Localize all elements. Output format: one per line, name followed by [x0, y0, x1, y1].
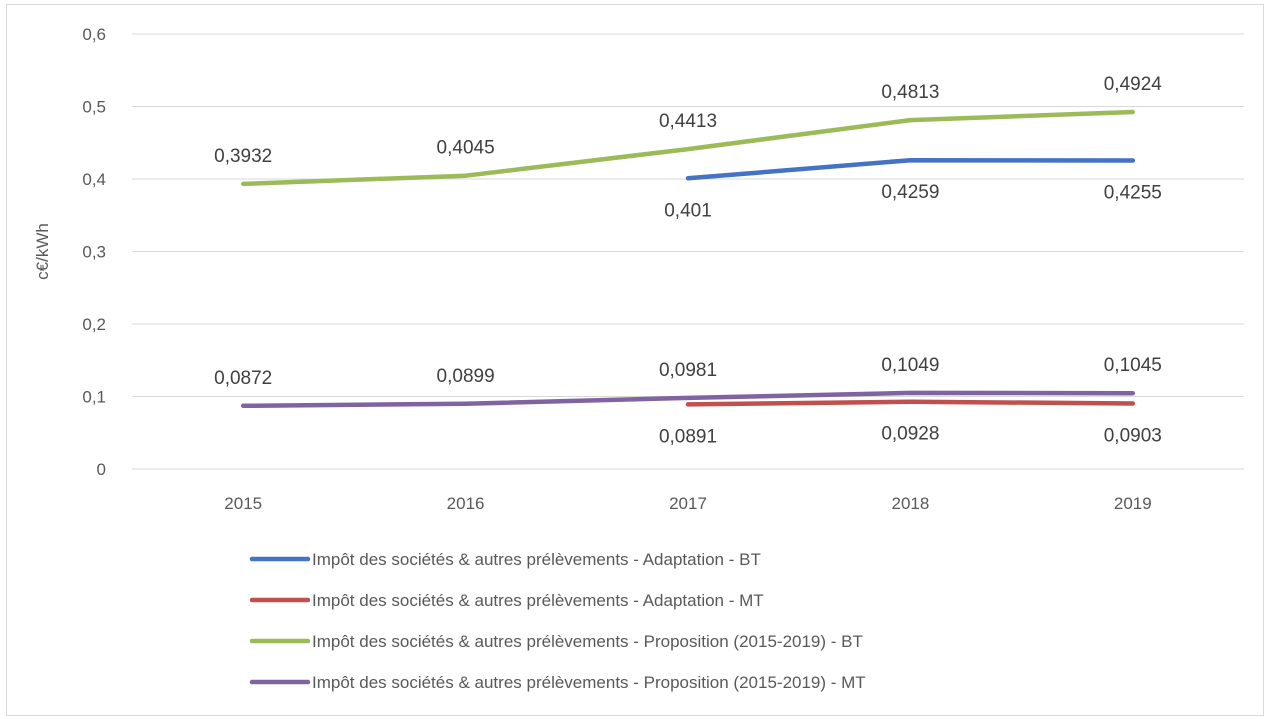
x-tick-label: 2017 [669, 494, 707, 513]
x-tick-label: 2015 [224, 494, 262, 513]
y-tick-label: 0,6 [82, 25, 106, 44]
data-label: 0,1049 [881, 355, 939, 376]
data-label: 0,1045 [1104, 355, 1162, 376]
y-tick-label: 0,4 [82, 170, 106, 189]
y-axis-ticks: 0 0,1 0,2 0,3 0,4 0,5 0,6 [82, 25, 106, 479]
data-label: 0,0872 [214, 368, 272, 389]
y-tick-label: 0,3 [82, 243, 106, 262]
series-line-1 [685, 399, 1136, 407]
series-line-0 [685, 157, 1136, 181]
data-label: 0,401 [664, 200, 712, 221]
data-label: 0,0899 [437, 366, 495, 387]
data-labels: 0,401 0,4259 0,4255 0,0891 0,0928 0,0903 0,393… [214, 74, 1162, 447]
data-label: 0,3932 [214, 146, 272, 167]
x-axis-ticks: 2015 2016 2017 2018 2019 [224, 494, 1151, 513]
data-label: 0,4413 [659, 111, 717, 132]
data-label: 0,4259 [881, 182, 939, 203]
legend-entry: Impôt des sociétés & autres prélèvements… [312, 550, 761, 569]
data-label: 0,4924 [1104, 74, 1163, 95]
data-label: 0,4045 [437, 138, 495, 159]
data-label: 0,4813 [881, 82, 939, 103]
y-tick-label: 0,5 [82, 98, 106, 117]
series-line-3 [240, 390, 1136, 409]
y-tick-label: 0,2 [82, 315, 106, 334]
series-lines [240, 109, 1136, 409]
chart-frame [6, 4, 1264, 716]
legend-entry: Impôt des sociétés & autres prélèvements… [312, 632, 863, 651]
legend-entry: Impôt des sociétés & autres prélèvements… [312, 591, 764, 610]
y-tick-label: 0 [97, 460, 106, 479]
data-label: 0,0981 [659, 360, 717, 381]
x-tick-label: 2016 [447, 494, 485, 513]
x-tick-label: 2019 [1114, 494, 1152, 513]
data-label: 0,0928 [881, 424, 939, 445]
legend-entry: Impôt des sociétés & autres prélèvements… [312, 673, 866, 692]
data-label: 0,4255 [1104, 183, 1162, 204]
y-tick-label: 0,1 [82, 388, 106, 407]
x-tick-label: 2018 [891, 494, 929, 513]
series-line-2 [240, 109, 1136, 187]
data-label: 0,0903 [1104, 426, 1162, 447]
data-label: 0,0891 [659, 426, 717, 447]
y-axis-title: c€/kWh [33, 223, 52, 280]
legend: Impôt des sociétés & autres prélèvements… [249, 550, 866, 692]
